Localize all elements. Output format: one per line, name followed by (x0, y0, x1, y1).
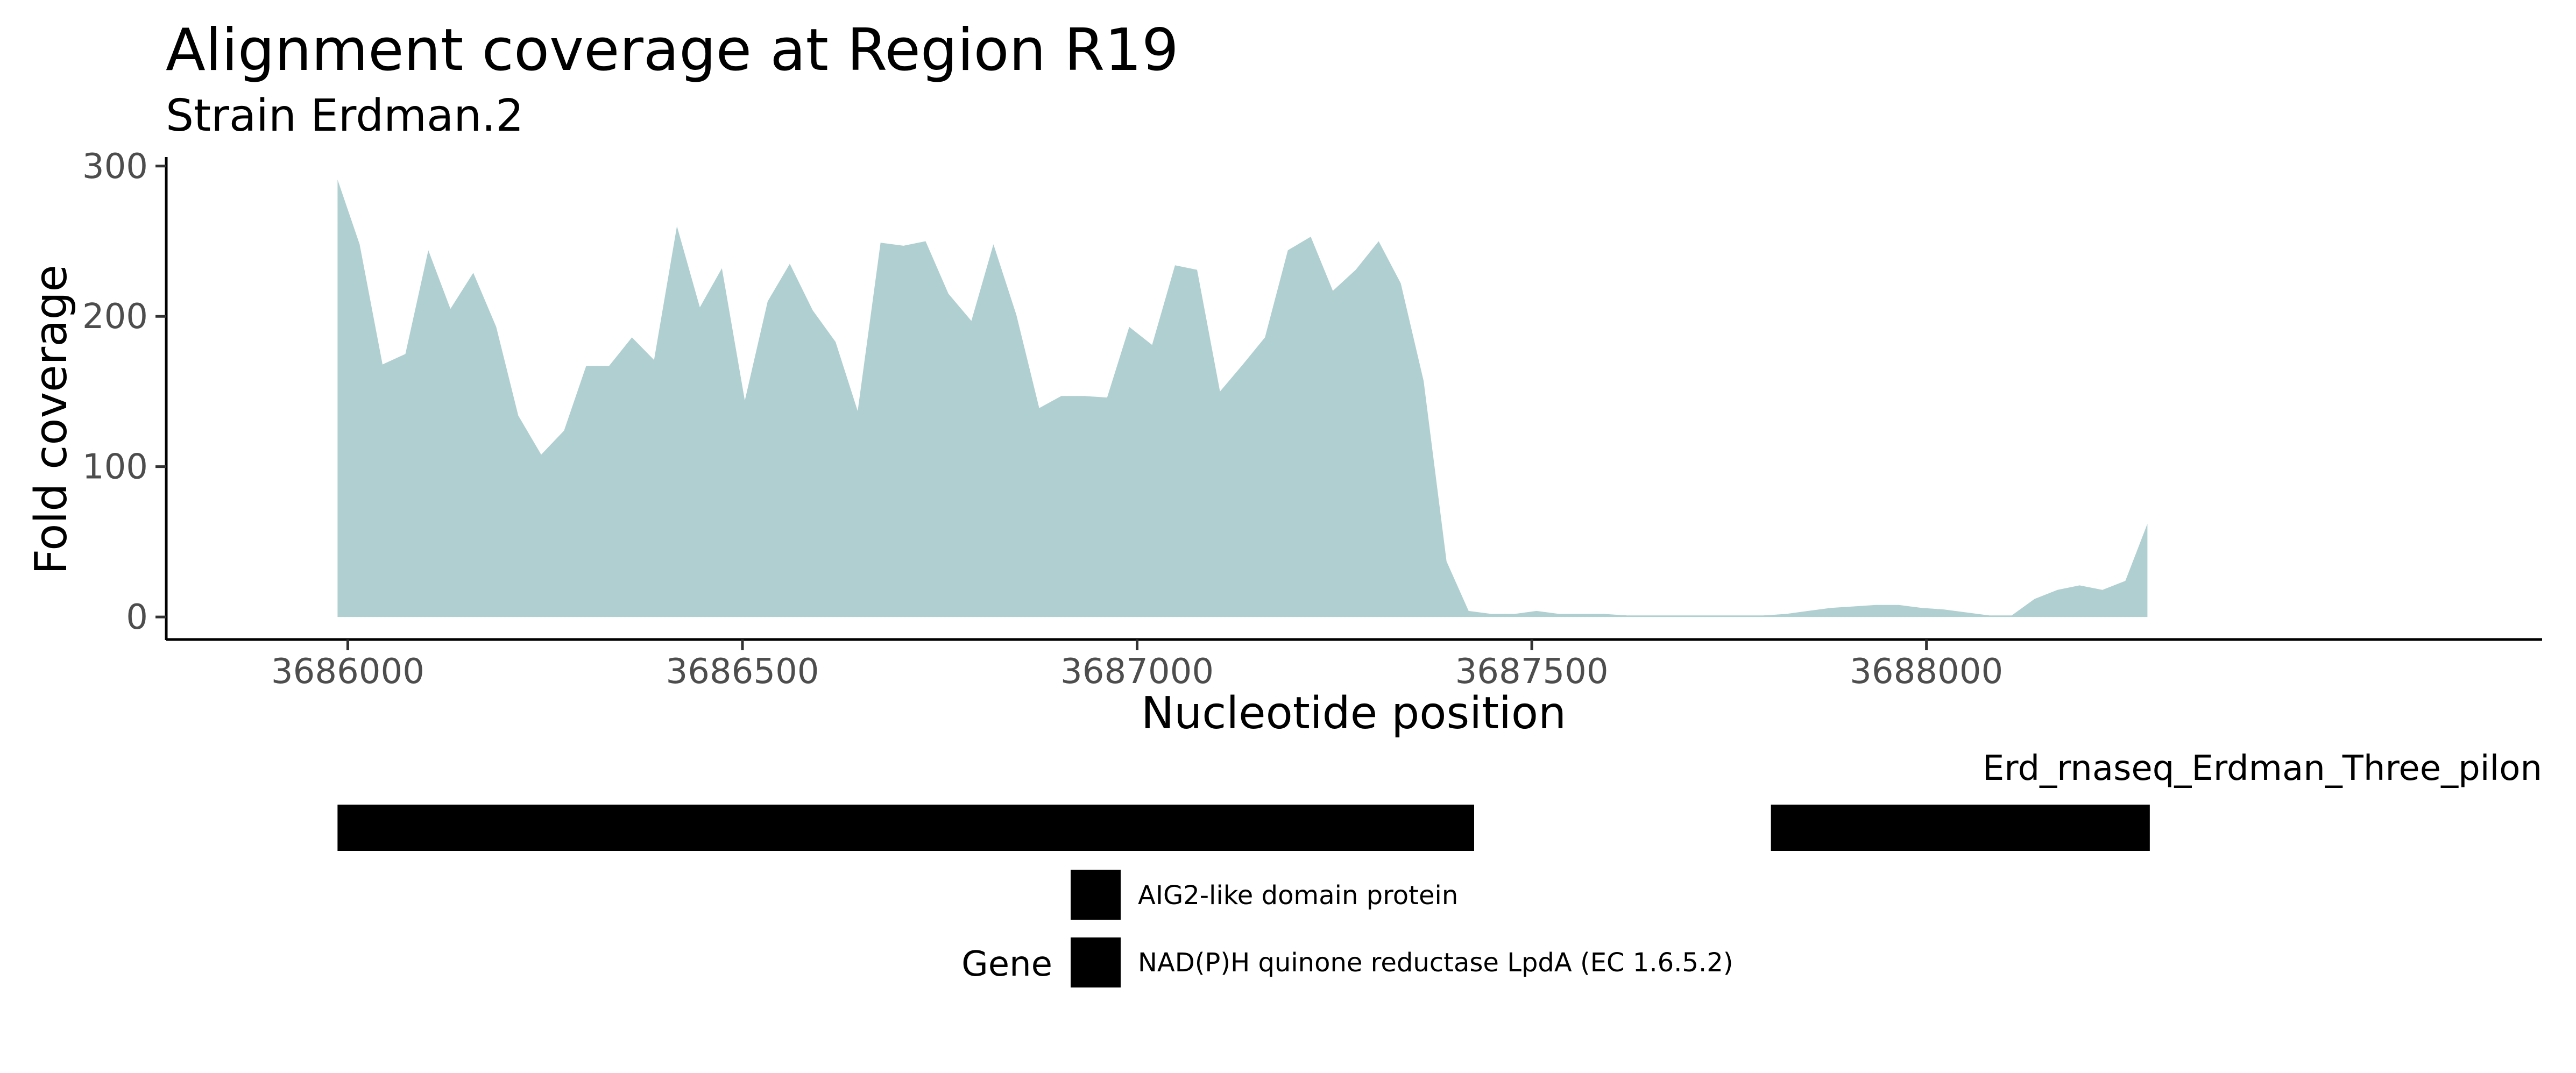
gene-bar (337, 805, 1475, 851)
legend-label-aig2: AIG2-like domain protein (1138, 880, 1458, 911)
y-tick-label: 200 (82, 297, 148, 337)
legend-key-lpda (1071, 937, 1121, 987)
gene-track: Erd_rnaseq_Erdman_Three_pilon (337, 749, 2542, 851)
annotation-track-label: Erd_rnaseq_Erdman_Three_pilon (1983, 749, 2542, 788)
chart-title: Alignment coverage at Region R19 (166, 17, 1179, 84)
legend-key-aig2 (1071, 870, 1121, 920)
chart-subtitle: Strain Erdman.2 (166, 90, 523, 141)
x-tick-label: 3688000 (1850, 652, 2003, 692)
y-tick-label: 0 (126, 598, 148, 637)
legend-title: Gene (961, 944, 1052, 984)
x-tick-label: 3686000 (271, 652, 424, 692)
x-tick-label: 3687000 (1060, 652, 1214, 692)
y-axis: 0 100 200 300 (82, 147, 168, 640)
gene-legend: Gene AIG2-like domain protein NAD(P)H qu… (961, 870, 1733, 987)
legend-label-lpda: NAD(P)H quinone reductase LpdA (EC 1.6.5… (1138, 948, 1733, 978)
x-axis: 3686000 3686500 3687000 3687500 3688000 (166, 638, 2542, 692)
x-tick-label: 3687500 (1455, 652, 1609, 692)
gene-bar (1771, 805, 2150, 851)
x-axis-title: Nucleotide position (1141, 688, 1566, 739)
y-tick-label: 300 (82, 147, 148, 187)
y-axis-title: Fold coverage (26, 265, 77, 574)
y-tick-label: 100 (82, 447, 148, 487)
x-tick-label: 3686500 (666, 652, 819, 692)
coverage-area (337, 179, 2148, 617)
